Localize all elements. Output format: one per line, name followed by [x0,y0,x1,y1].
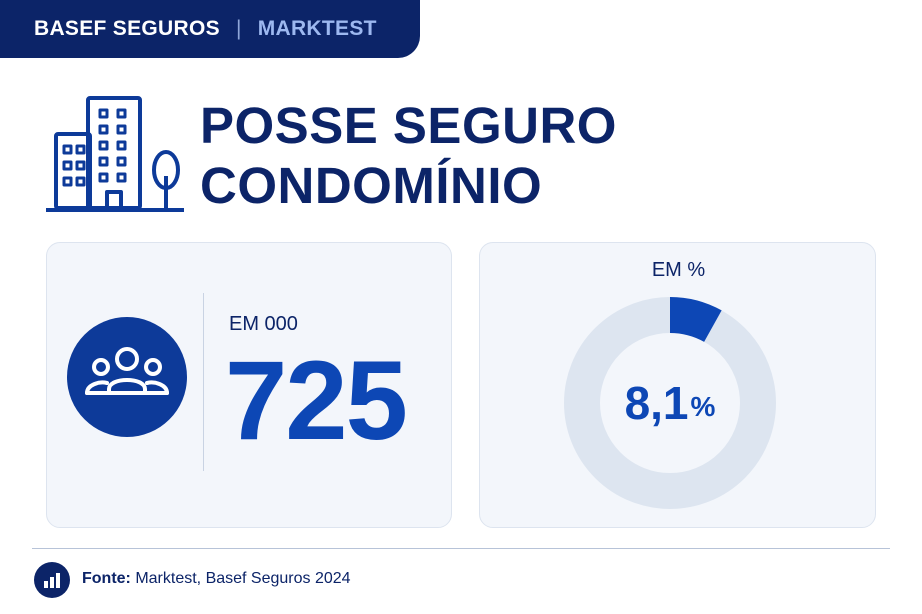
footer-source: Fonte: Marktest, Basef Seguros 2024 [82,570,351,588]
header-partner: MARKTEST [257,17,377,40]
footer-rule [32,548,890,549]
buildings-icon [46,96,184,212]
title-line-1: POSSE SEGURO [200,97,617,154]
percent-number: 8,1 [624,377,689,429]
unit-label-thousands: EM 000 [229,313,298,335]
card-divider [203,293,204,471]
unit-label-percent: EM % [651,259,706,281]
footer-source-text: Marktest, Basef Seguros 2024 [135,570,351,587]
stat-card-thousands: EM 000 725 [46,242,452,528]
percent-symbol: % [690,391,716,422]
value-thousands: 725 [225,338,408,463]
footer-icon-circle [34,562,70,598]
header-tab: BASEF SEGUROS | MARKTEST [0,0,420,58]
donut-chart [564,297,776,509]
stat-card-percent: EM % 8,1% [479,242,876,528]
donut-slice [670,297,722,342]
footer-source-label: Fonte: [82,570,131,587]
header-brand: BASEF SEGUROS [34,17,220,40]
people-icon-circle [67,317,187,437]
bar-chart-icon [44,573,60,588]
page-title: POSSE SEGURO CONDOMÍNIO [200,96,617,216]
people-icon [85,347,169,395]
title-line-2: CONDOMÍNIO [200,157,543,214]
header-separator: | [235,17,242,40]
percent-value: 8,1% [560,293,780,513]
